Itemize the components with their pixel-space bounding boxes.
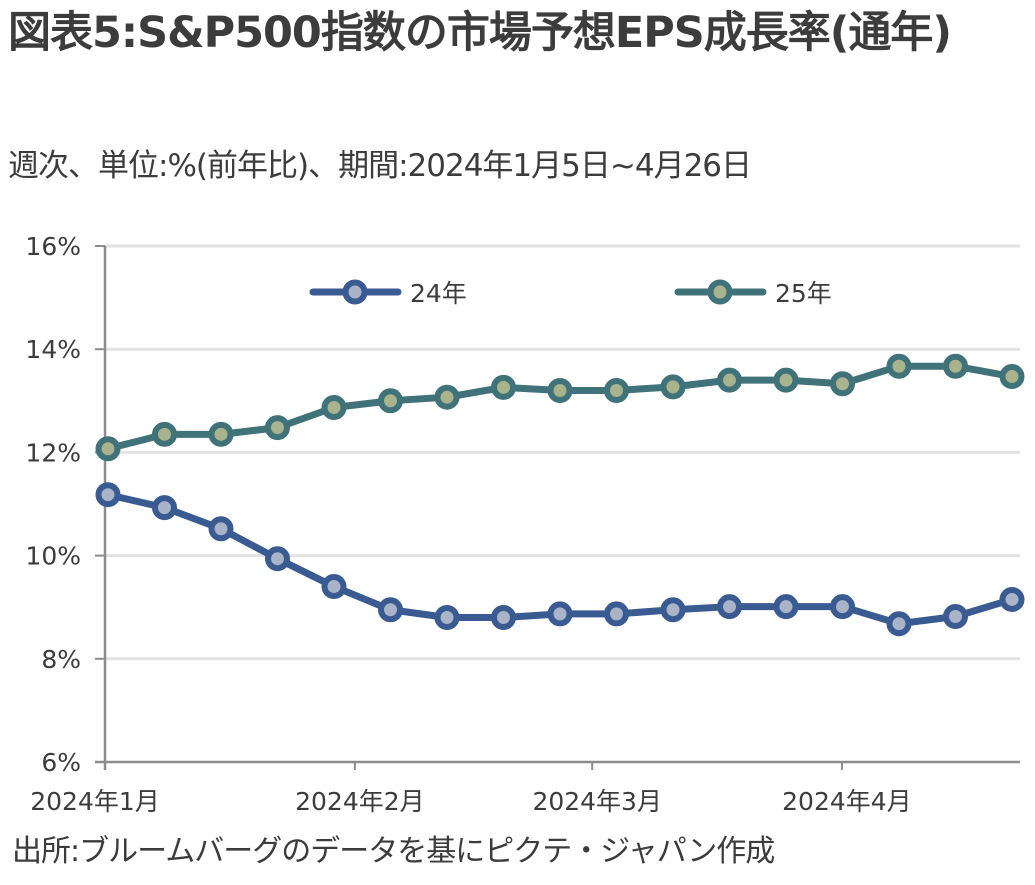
legend-item-2: 25年 (674, 279, 832, 308)
chart-title: 図表5:S&P500指数の市場予想EPS成長率(通年) (8, 8, 952, 58)
y-tick-label: 16% (25, 232, 81, 261)
legend: 24年 25年 (309, 279, 832, 308)
data-point (773, 367, 799, 393)
series-group (95, 353, 1025, 637)
y-tick-label: 12% (25, 438, 81, 467)
data-point (943, 603, 968, 629)
y-tick-label: 8% (41, 645, 81, 674)
x-tick-label: 2024年3月 (532, 787, 662, 816)
data-point (265, 546, 290, 572)
data-point (717, 594, 742, 620)
data-point (660, 597, 686, 623)
data-point (95, 482, 121, 508)
y-tick-label: 6% (41, 748, 81, 777)
data-point (491, 374, 516, 400)
y-axis-ticks: 6% 8% 10% 12% 14% 16% (25, 232, 105, 777)
data-point (491, 605, 516, 631)
x-axis-ticks: 2024年1月 2024年2月 2024年3月 2024年4月 (30, 762, 912, 816)
data-point (886, 353, 912, 379)
data-point (830, 594, 855, 620)
axes (95, 246, 1020, 770)
y-tick-label: 10% (25, 542, 81, 571)
data-point (152, 421, 177, 447)
source-note: 出所:ブルームバーグのデータを基にピクテ・ジャパン作成 (12, 834, 775, 869)
data-point (943, 353, 968, 379)
y-tick-label: 14% (25, 335, 81, 364)
x-tick-label: 2024年2月 (295, 787, 425, 816)
series-2 (95, 353, 1025, 462)
data-point (152, 495, 177, 521)
data-point (208, 516, 234, 542)
data-point (547, 601, 573, 627)
data-point (378, 388, 403, 414)
data-point (660, 374, 686, 400)
data-point (999, 586, 1025, 612)
data-point (434, 605, 460, 631)
data-point (886, 611, 912, 637)
data-point (95, 436, 121, 462)
legend-marker (342, 279, 368, 305)
data-point (717, 367, 742, 393)
data-point (830, 371, 855, 397)
x-tick-label: 2024年1月 (30, 787, 160, 816)
series-1 (95, 482, 1025, 637)
data-point (378, 597, 403, 623)
x-tick-label: 2024年4月 (782, 787, 912, 816)
legend-marker (707, 279, 733, 305)
legend-label: 24年 (410, 279, 467, 308)
data-point (321, 574, 347, 600)
data-point (208, 421, 234, 447)
data-point (773, 594, 799, 620)
data-point (547, 377, 573, 403)
legend-item-1: 24年 (309, 279, 467, 308)
data-point (265, 415, 290, 441)
data-point (604, 377, 629, 403)
legend-label: 25年 (775, 279, 832, 308)
data-point (604, 601, 629, 627)
data-point (434, 384, 460, 410)
chart-subtitle: 週次、単位:%(前年比)、期間:2024年1月5日~4月26日 (8, 148, 752, 184)
gridlines (105, 244, 1020, 661)
data-point (321, 395, 347, 421)
data-point (999, 364, 1025, 390)
